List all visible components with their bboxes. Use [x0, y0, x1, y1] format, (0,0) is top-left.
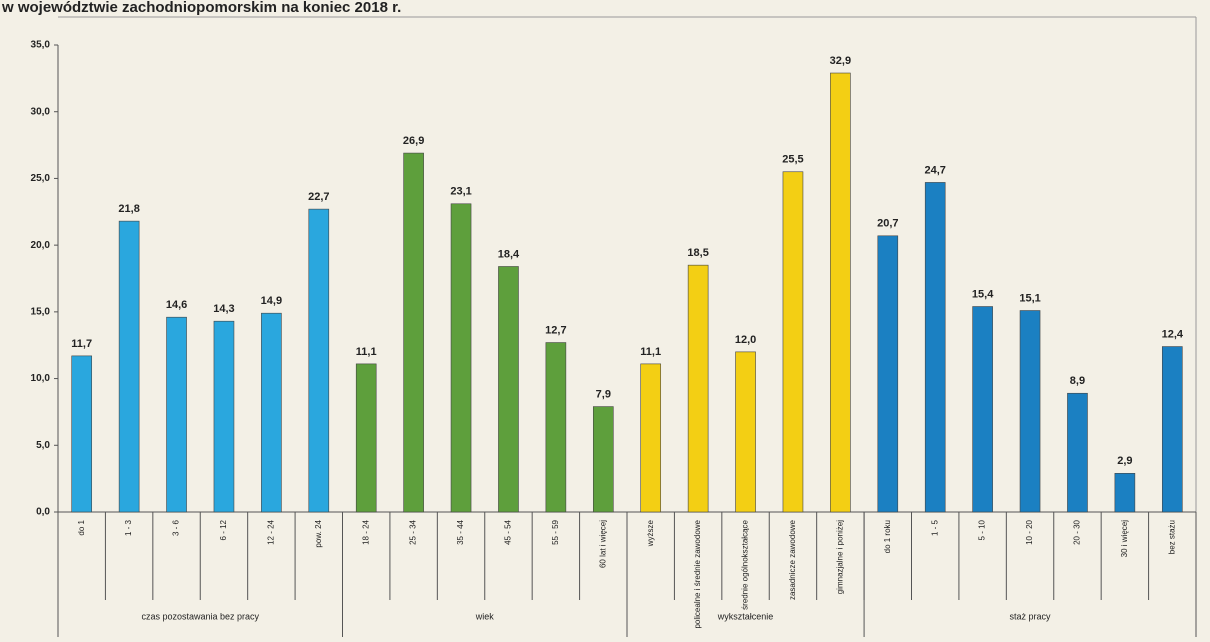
value-label: 12,4: [1162, 328, 1184, 340]
y-tick-label: 5,0: [36, 440, 50, 451]
bar: [308, 208, 330, 513]
value-label: 32,9: [830, 55, 851, 67]
chart-title: w województwie zachodniopomorskim na kon…: [1, 0, 401, 16]
x-tick-label: 60 lat i więcej: [598, 520, 607, 568]
x-tick-label: 18 - 24: [361, 519, 370, 544]
bar: [261, 312, 282, 513]
bar: [592, 406, 614, 513]
bar: [640, 363, 662, 513]
x-tick-label: gimnazjalne i poniżej: [835, 520, 844, 594]
bar: [1019, 310, 1041, 513]
value-label: 11,7: [71, 338, 92, 350]
x-tick-label: do 1 roku: [883, 520, 892, 553]
x-tick-label: 10 - 20: [1025, 519, 1034, 544]
x-tick-label: 1 - 3: [124, 519, 133, 536]
value-label: 18,4: [498, 248, 520, 260]
x-tick-label: 5 - 10: [978, 519, 987, 540]
bar: [924, 182, 946, 513]
value-label: 15,4: [972, 288, 994, 300]
bar: [545, 342, 567, 513]
bar: [830, 72, 851, 513]
value-label: 11,1: [356, 346, 377, 358]
bar: [71, 355, 93, 513]
x-tick-label: 30 i więcej: [1120, 520, 1129, 558]
bar: [213, 320, 235, 513]
bar: [972, 306, 993, 513]
bar: [1067, 392, 1088, 513]
value-label: 11,1: [640, 346, 661, 358]
value-label: 8,9: [1070, 375, 1085, 387]
bar: [1114, 473, 1136, 513]
value-label: 18,5: [687, 247, 708, 259]
bar: [1161, 346, 1183, 513]
x-tick-label: średnie ogólnokształcące: [741, 519, 750, 609]
group-label: czas pozostawania bez pracy: [141, 611, 259, 621]
bar: [450, 203, 472, 513]
value-label: 15,1: [1019, 292, 1040, 304]
bar: [118, 220, 140, 513]
x-tick-label: 12 - 24: [266, 519, 275, 544]
group-label: staż pracy: [1010, 611, 1052, 621]
value-label: 23,1: [450, 186, 471, 198]
value-label: 12,0: [735, 334, 756, 346]
bar: [166, 316, 187, 513]
x-tick-label: 20 - 30: [1073, 519, 1082, 544]
x-tick-label: bez stażu: [1167, 520, 1176, 554]
y-tick-label: 10,0: [31, 373, 51, 384]
value-label: 21,8: [118, 203, 139, 215]
value-label: 24,7: [924, 164, 945, 176]
value-label: 7,9: [596, 388, 611, 400]
bar: [782, 171, 804, 513]
bar: [355, 363, 377, 513]
value-label: 20,7: [877, 218, 898, 230]
group-label: wiek: [475, 611, 495, 621]
y-tick-label: 20,0: [31, 240, 51, 251]
y-tick-label: 30,0: [31, 106, 51, 117]
value-label: 14,9: [261, 295, 282, 307]
value-label: 26,9: [403, 135, 424, 147]
x-tick-label: 3 - 6: [172, 519, 181, 536]
x-tick-label: zasadnicze zawodowe: [788, 519, 797, 600]
y-tick-label: 15,0: [31, 306, 51, 317]
x-tick-label: 25 - 34: [409, 519, 418, 544]
x-tick-label: 55 - 59: [551, 519, 560, 544]
bar: [403, 152, 424, 513]
x-tick-label: 45 - 54: [504, 519, 513, 544]
value-label: 25,5: [782, 154, 803, 166]
x-tick-label: 35 - 44: [456, 519, 465, 544]
x-tick-label: pow. 24: [314, 519, 323, 547]
x-tick-label: 6 - 12: [219, 519, 228, 540]
y-tick-label: 35,0: [31, 40, 51, 51]
value-label: 14,6: [166, 299, 187, 311]
value-label: 22,7: [308, 191, 329, 203]
value-label: 12,7: [545, 324, 566, 336]
y-tick-label: 0,0: [36, 507, 50, 518]
bar: [498, 266, 519, 513]
y-tick-label: 25,0: [31, 173, 51, 184]
value-label: 2,9: [1117, 455, 1132, 467]
x-tick-label: policealne i średnie zawodowe: [693, 519, 702, 628]
bar: [687, 264, 709, 513]
x-tick-label: wyższe: [646, 519, 655, 547]
bar: [877, 235, 899, 513]
group-label: wykształcenie: [717, 611, 774, 621]
value-label: 14,3: [213, 303, 234, 315]
x-tick-label: 1 - 5: [930, 519, 939, 536]
bar: [735, 351, 756, 513]
x-tick-label: do 1: [77, 519, 86, 535]
